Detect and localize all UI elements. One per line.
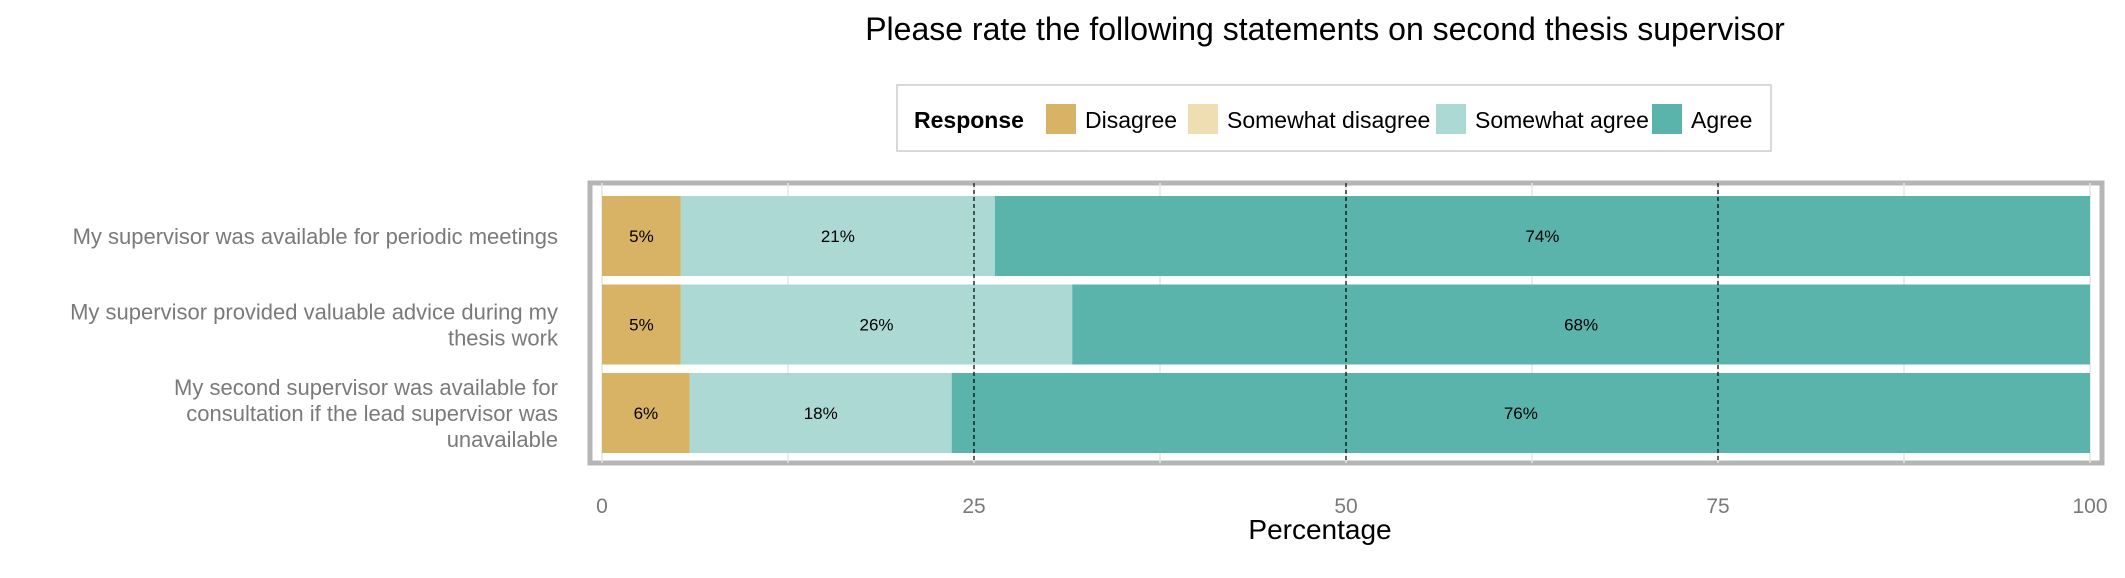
- data-label-somewhat-agree-1: 21%: [821, 227, 855, 246]
- data-label-agree-2: 68%: [1564, 316, 1598, 335]
- data-label-disagree-1: 5%: [629, 227, 654, 246]
- bar-agree-3: [951, 373, 2091, 453]
- legend-label-somewhat-agree: Somewhat agree: [1475, 107, 1649, 133]
- legend-key-somewhat-agree: [1436, 104, 1466, 134]
- category-label-3-line-1: My second supervisor was available for: [174, 375, 558, 400]
- bar-disagree-1: [602, 196, 681, 276]
- bar-somewhat-agree-2: [680, 284, 1073, 365]
- legend-title: Response: [914, 107, 1024, 133]
- bar-agree-1: [994, 196, 2090, 276]
- x-axis-title: Percentage: [1248, 514, 1391, 545]
- category-label-2-line-1: My supervisor provided valuable advice d…: [70, 300, 558, 325]
- legend-label-agree: Agree: [1691, 107, 1752, 133]
- bar-disagree-2: [602, 284, 681, 365]
- data-label-agree-1: 74%: [1525, 227, 1559, 246]
- x-tick-label-100: 100: [2072, 495, 2107, 518]
- data-label-somewhat-agree-2: 26%: [860, 316, 894, 335]
- x-tick-label-0: 0: [596, 495, 608, 518]
- x-tick-label-50: 50: [1334, 495, 1357, 518]
- legend-key-agree: [1652, 104, 1682, 134]
- chart-title: Please rate the following statements on …: [865, 11, 1785, 47]
- x-tick-label-75: 75: [1706, 495, 1729, 518]
- legend-label-somewhat-disagree: Somewhat disagree: [1227, 107, 1430, 133]
- category-label-3-line-3: unavailable: [447, 427, 558, 452]
- legend-label-disagree: Disagree: [1085, 107, 1177, 133]
- bar-disagree-3: [602, 373, 690, 453]
- legend: Response Disagree Somewhat disagree Somewha…: [896, 84, 1772, 152]
- category-label-2-line-2: thesis work: [448, 326, 559, 351]
- category-label-3-line-2: consultation if the lead supervisor was: [186, 401, 558, 426]
- bar-agree-2: [1072, 284, 2090, 365]
- legend-key-somewhat-disagree: [1188, 104, 1218, 134]
- category-label-1-line-1: My supervisor was available for periodic…: [73, 224, 558, 249]
- legend-box: [896, 84, 1772, 152]
- bar-somewhat-agree-3: [689, 373, 952, 453]
- bar-somewhat-agree-1: [680, 196, 995, 276]
- data-label-agree-3: 76%: [1504, 404, 1538, 423]
- data-label-somewhat-agree-3: 18%: [804, 404, 838, 423]
- data-label-disagree-3: 6%: [634, 404, 659, 423]
- x-tick-label-25: 25: [962, 495, 985, 518]
- legend-key-disagree: [1046, 104, 1076, 134]
- data-label-disagree-2: 5%: [629, 316, 654, 335]
- plot-area: 5% 21% 74% My supervisor was available for …: [70, 180, 2108, 518]
